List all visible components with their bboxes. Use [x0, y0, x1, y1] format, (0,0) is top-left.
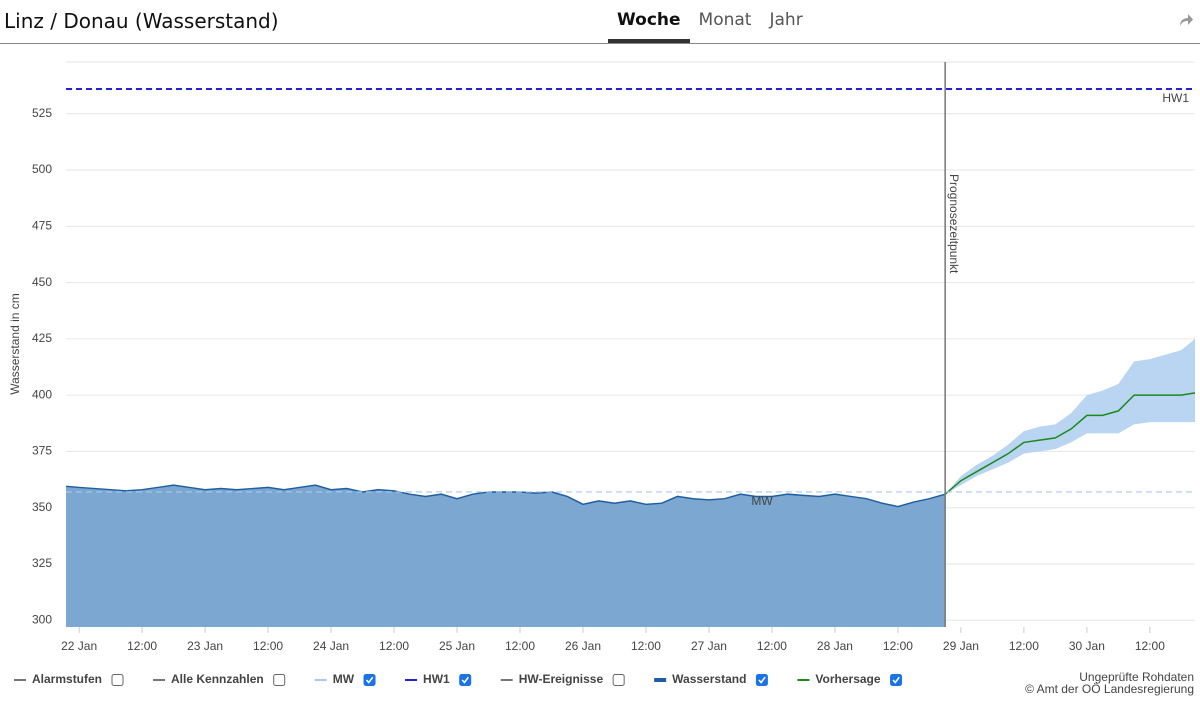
- y-tick-label: 325: [32, 556, 52, 570]
- legend-label: MW: [333, 672, 355, 686]
- legend-label: Alarmstufen: [32, 672, 102, 686]
- legend-label: Alle Kennzahlen: [171, 672, 264, 686]
- legend-item[interactable]: Alle Kennzahlen: [153, 672, 286, 686]
- x-tick-label: 26 Jan: [565, 639, 601, 653]
- legend-item[interactable]: HW1: [405, 672, 472, 686]
- legend-checkbox[interactable]: [363, 674, 376, 686]
- x-tick-label: 30 Jan: [1069, 639, 1105, 653]
- page-title: Linz / Donau (Wasserstand): [4, 9, 279, 33]
- tab[interactable]: Monat: [698, 10, 752, 30]
- x-tick-label: 25 Jan: [439, 639, 475, 653]
- x-tick-label: 12:00: [379, 639, 409, 653]
- legend-checkbox[interactable]: [111, 674, 124, 686]
- legend-checkbox[interactable]: [459, 674, 472, 686]
- forecast-band: [945, 338, 1195, 495]
- y-tick-label: 425: [32, 331, 52, 345]
- checkmark: [892, 676, 900, 684]
- legend-checkbox[interactable]: [612, 674, 625, 686]
- x-tick-label: 22 Jan: [61, 639, 97, 653]
- x-tick-label: 27 Jan: [691, 639, 727, 653]
- legend-label: Wasserstand: [672, 672, 746, 686]
- y-tick-label: 450: [32, 275, 52, 289]
- x-tick-label: 12:00: [253, 639, 283, 653]
- checkmark: [758, 676, 766, 684]
- legend-item[interactable]: Alarmstufen: [14, 672, 124, 686]
- x-tick-label: 12:00: [631, 639, 661, 653]
- y-tick-label: 375: [32, 444, 52, 458]
- y-tick-label: 350: [32, 500, 52, 514]
- x-tick-label: 28 Jan: [817, 639, 853, 653]
- reference-label: HW1: [1162, 91, 1189, 105]
- checkmark: [365, 676, 374, 684]
- x-tick-label: 24 Jan: [313, 639, 349, 653]
- forecast-line: [944, 392, 1196, 495]
- water-level-area: [66, 485, 946, 627]
- legend-item[interactable]: MW: [314, 672, 376, 686]
- legend-label: HW1: [423, 672, 450, 686]
- legend-item[interactable]: HW-Ereignisse: [500, 672, 625, 686]
- footer-note: Ungeprüfte Rohdaten: [1079, 670, 1194, 684]
- y-tick-label: 525: [32, 106, 52, 120]
- header: Linz / Donau (Wasserstand) Woche Monat Jah…: [0, 0, 1200, 44]
- water-level-line: [65, 484, 946, 508]
- y-tick-label: 475: [32, 218, 52, 232]
- y-tick-label: 400: [32, 387, 52, 401]
- x-tick-label: 12:00: [1135, 639, 1165, 653]
- x-tick-label: 12:00: [883, 639, 913, 653]
- x-tick-label: 12:00: [505, 639, 535, 653]
- legend-checkbox[interactable]: [890, 674, 903, 686]
- x-tick-label: 29 Jan: [943, 639, 979, 653]
- share-icon[interactable]: [1178, 12, 1194, 28]
- y-tick-label: 300: [32, 612, 52, 626]
- x-tick-label: 12:00: [1009, 639, 1039, 653]
- chart: 300 325 350 375 400 425 450 475 500 525 Wasserstan…: [8, 61, 1196, 696]
- x-tick-label: 12:00: [757, 639, 787, 653]
- legend-label: Vorhersage: [815, 672, 880, 686]
- legend-checkbox[interactable]: [273, 674, 286, 686]
- legend-item[interactable]: Vorhersage: [797, 672, 903, 686]
- forecast-marker-label: Prognosezeitpunkt: [947, 174, 961, 274]
- legend-label: HW-Ereignisse: [519, 672, 604, 686]
- footer-note: © Amt der OÖ Landesregierung: [1025, 682, 1194, 696]
- tab[interactable]: Jahr: [769, 10, 803, 30]
- tab[interactable]: Woche: [608, 0, 690, 43]
- y-tick-label: 500: [32, 162, 52, 176]
- x-tick-label: 23 Jan: [187, 639, 223, 653]
- legend-checkbox[interactable]: [755, 674, 768, 686]
- checkmark: [461, 676, 470, 684]
- tabs: Woche Monat Jahr: [608, 0, 812, 43]
- y-axis-title: Wasserstand in cm: [8, 293, 22, 395]
- legend-item[interactable]: Wasserstand: [654, 672, 768, 686]
- reference-label: MW: [751, 494, 773, 508]
- x-tick-label: 12:00: [127, 639, 157, 653]
